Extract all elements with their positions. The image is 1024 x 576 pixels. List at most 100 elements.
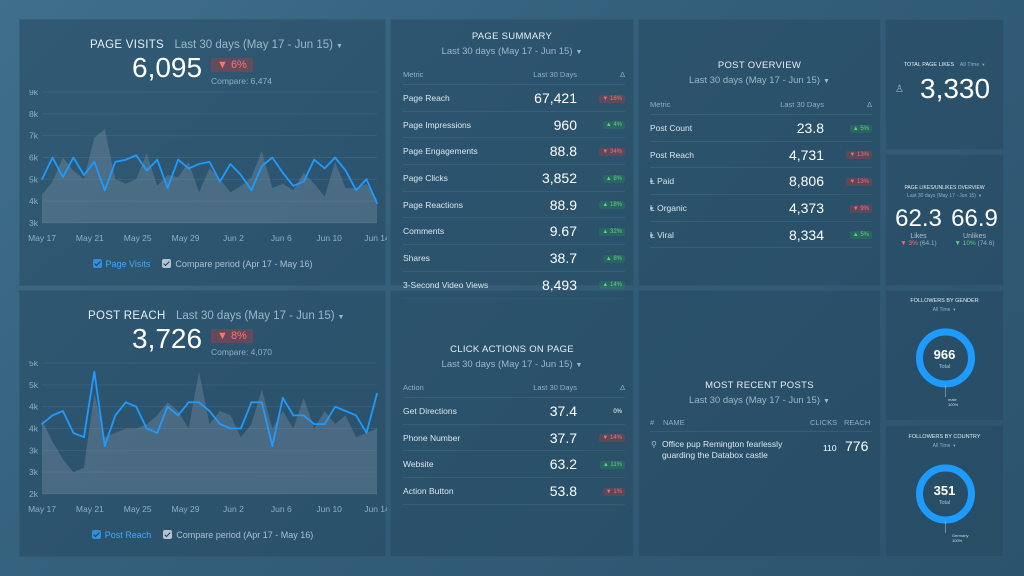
delta-badge: ▲ 11%	[599, 460, 625, 469]
followers-country-period[interactable]: All Time ▼	[932, 443, 957, 449]
post-reach-period[interactable]: Last 30 days (May 17 - Jun 15) ▼	[176, 310, 345, 322]
recent-posts-title: MOST RECENT POSTS	[705, 380, 814, 391]
col-reach: REACH	[844, 418, 871, 427]
recent-posts-header: # NAME CLICKS REACH	[650, 418, 872, 432]
x-tick-label: Jun 2	[223, 504, 244, 514]
row-value: 38.7	[515, 244, 591, 272]
page-visits-chart: 9k 8k 7k 6k 5k 4k 3k May 17 May 21 May 25 May 29 Ju…	[28, 90, 387, 243]
table-row: Post Count 23.8 ▲ 5%	[650, 114, 872, 142]
click-actions-period[interactable]: Last 30 days (May 17 - Jun 15) ▼	[441, 359, 583, 370]
row-label: Page Reach	[403, 84, 516, 112]
table-row: Ⱡ Organic 4,373 ▼ 9%	[650, 194, 872, 222]
data-point	[198, 163, 200, 165]
row-label: Post Count	[650, 114, 732, 142]
y-tick-label: 4k	[29, 196, 39, 206]
row-value: 63.2	[496, 450, 591, 479]
data-point	[355, 189, 357, 192]
delta-badge: ▼ 13%	[846, 177, 872, 186]
chevron-down-icon: ▼	[823, 78, 830, 85]
data-point	[114, 161, 117, 163]
data-point	[198, 401, 200, 404]
total-likes-title: TOTAL PAGE LIKES	[903, 62, 955, 68]
likes-value: 62.3	[895, 205, 942, 232]
col-last-30-days: Last 30 Days	[496, 383, 591, 398]
likes-compare: (64.1)	[919, 240, 937, 247]
y-tick-label: 2k	[29, 489, 39, 499]
followers-gender-title: FOLLOWERS BY GENDER	[910, 298, 979, 304]
page-visits-panel: PAGE VISITS Last 30 days (May 17 - Jun 1…	[19, 19, 387, 286]
data-point	[187, 167, 190, 170]
post-reach-legend: Post Reach Compare period (Apr 17 - May …	[20, 530, 385, 540]
compare-area	[42, 129, 377, 223]
post-name: Office pup Remington fearlessly guarding…	[662, 439, 783, 460]
x-tick-label: Jun 2	[223, 233, 244, 243]
recent-posts-period[interactable]: Last 30 days (May 17 - Jun 15) ▼	[689, 395, 830, 406]
page-summary-title: PAGE SUMMARY	[471, 31, 553, 42]
page-visits-period[interactable]: Last 30 days (May 17 - Jun 15) ▼	[174, 39, 343, 51]
x-tick-label: May 21	[76, 233, 104, 243]
legend-post-reach[interactable]: Post Reach	[91, 530, 151, 540]
post-reach: 776	[845, 438, 869, 454]
data-point	[323, 167, 326, 170]
legend-compare[interactable]: Compare period (Apr 17 - May 16)	[163, 530, 313, 540]
data-point	[156, 158, 158, 161]
page-visits-compare: Compare: 6,474	[211, 76, 272, 86]
table-row: Phone Number 37.7 ▼ 14%	[403, 424, 625, 452]
col-delta: Δ	[591, 383, 625, 398]
followers-country-donut	[916, 464, 975, 533]
col-clicks: CLICKS	[810, 418, 838, 427]
col-last-30-days: Last 30 Days	[515, 70, 591, 85]
page-visits-change: ▼ 6%	[211, 58, 253, 72]
followers-gender-period[interactable]: All Time ▼	[932, 307, 957, 313]
x-tick-label: May 25	[124, 233, 152, 243]
post-reach-title: POST REACH	[88, 310, 166, 322]
checkbox-icon	[91, 530, 101, 539]
data-point	[41, 423, 43, 425]
total-likes-value: 3,330	[920, 73, 991, 104]
table-row: Ⱡ Viral 8,334 ▲ 5%	[650, 221, 872, 249]
col-name: NAME	[663, 418, 685, 427]
row-value: 37.7	[496, 424, 591, 452]
data-point	[72, 432, 75, 434]
post-overview-period[interactable]: Last 30 days (May 17 - Jun 15) ▼	[689, 75, 830, 86]
row-value: 8,334	[731, 221, 838, 249]
col-delta: Δ	[591, 70, 625, 85]
total-likes-period[interactable]: All Time ▼	[959, 62, 986, 68]
legend-page-visits[interactable]: Page Visits	[92, 259, 150, 269]
page-summary-period[interactable]: Last 30 days (May 17 - Jun 15) ▼	[441, 46, 583, 57]
data-point	[135, 405, 137, 408]
unlikes-block: 66.9 Unlikes ▼ 10% (74.6)	[947, 205, 1002, 247]
x-tick-label: May 29	[172, 504, 200, 514]
row-label: Page Impressions	[403, 111, 516, 139]
click-actions-panel: CLICK ACTIONS ON PAGE Last 30 days (May …	[390, 290, 634, 557]
data-point	[250, 189, 253, 192]
likes-unlikes-period[interactable]: Last 30 days (May 17 - Jun 15) ▼	[907, 193, 982, 199]
row-value: 37.4	[496, 397, 591, 425]
post-reach-chart: 5k 5k 4k 4k 3k 3k 2k May 17 May 21 May 25 May 29 Ju…	[28, 361, 387, 514]
unlikes-value: 66.9	[951, 205, 998, 232]
followers-gender-segment: male 100%	[948, 397, 959, 407]
data-point	[177, 158, 179, 161]
table-row: Post Reach 4,731 ▼ 13%	[650, 141, 872, 169]
likes-block: 62.3 Likes ▼ 3% (64.1)	[891, 205, 946, 247]
delta-badge: ▲ 5%	[849, 124, 872, 133]
data-point	[145, 169, 148, 172]
x-tick-label: Jun 6	[271, 233, 292, 243]
data-point	[344, 169, 347, 172]
row-value: 53.8	[496, 477, 591, 505]
data-point	[282, 172, 284, 174]
table-row: Website 63.2 ▲ 11%	[403, 450, 625, 479]
data-point	[166, 405, 169, 408]
likes-label: Likes	[910, 233, 927, 240]
post-reach-panel: POST REACH Last 30 days (May 17 - Jun 15…	[19, 290, 387, 557]
delta-badge: ▲ 18%	[599, 201, 625, 210]
row-value: 67,421	[515, 84, 591, 112]
recent-post-row[interactable]: ⚲ Office pup Remington fearlessly guardi…	[650, 438, 872, 464]
row-label: Ⱡ Paid	[650, 167, 732, 196]
data-point	[83, 436, 85, 438]
followers-country-value: 351	[933, 483, 956, 498]
followers-country-segment: Germany 100%	[952, 533, 969, 543]
data-point	[125, 401, 127, 404]
data-point	[323, 423, 326, 425]
legend-compare[interactable]: Compare period (Apr 17 - May 16)	[162, 259, 312, 269]
